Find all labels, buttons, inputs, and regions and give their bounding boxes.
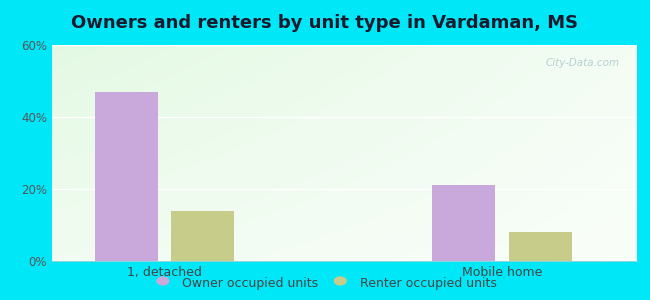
Text: Owners and renters by unit type in Vardaman, MS: Owners and renters by unit type in Varda… xyxy=(72,14,578,32)
Bar xyxy=(171,211,234,261)
Text: City-Data.com: City-Data.com xyxy=(545,58,619,68)
Bar xyxy=(432,185,495,261)
Legend: Owner occupied units, Renter occupied units: Owner occupied units, Renter occupied un… xyxy=(150,273,500,294)
Bar xyxy=(95,92,158,261)
Bar xyxy=(509,232,572,261)
